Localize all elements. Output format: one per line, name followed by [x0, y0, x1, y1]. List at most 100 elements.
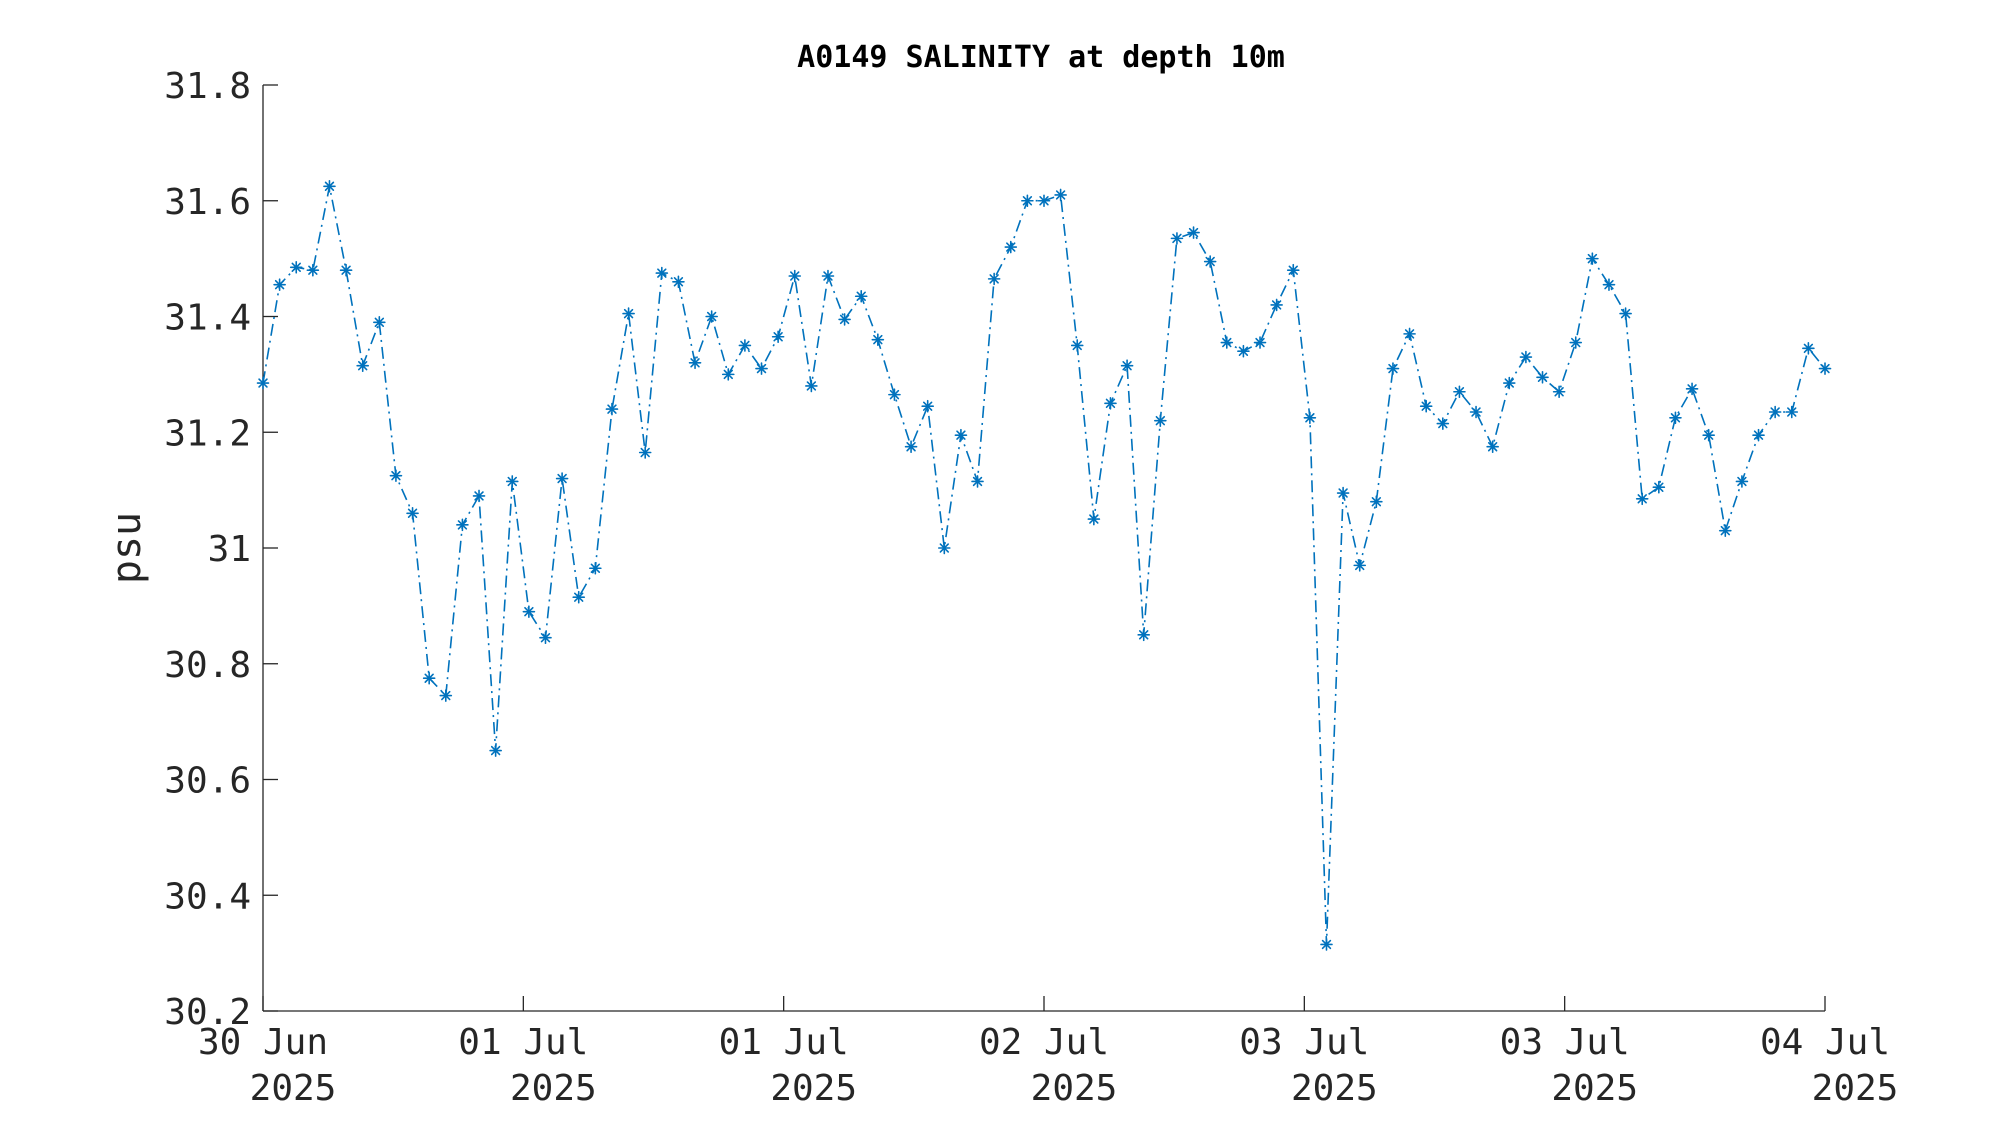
data-point-marker: [805, 379, 818, 393]
data-point-marker: [539, 631, 552, 645]
data-point-marker: [406, 506, 419, 520]
data-point-marker: [489, 744, 502, 757]
data-point-marker: [705, 310, 718, 323]
data-point-marker: [273, 278, 286, 291]
data-point-marker: [1486, 440, 1499, 454]
data-point-marker: [1453, 385, 1466, 399]
data-point-marker: [1270, 298, 1283, 312]
x-tick-day-label: 01 Jul: [719, 1022, 849, 1063]
data-point-marker: [1054, 188, 1067, 202]
data-point-marker: [688, 356, 702, 370]
data-point-marker: [373, 315, 386, 329]
data-point-marker: [306, 263, 320, 277]
data-point-marker: [1669, 411, 1682, 425]
data-point-marker: [1702, 428, 1715, 442]
data-point-marker: [1502, 376, 1516, 390]
x-tick-day-label: 03 Jul: [1239, 1022, 1369, 1063]
data-point-marker: [1685, 382, 1699, 396]
data-point-marker: [1286, 263, 1300, 277]
y-tick-label: 30.2: [164, 992, 251, 1033]
data-point-marker: [1469, 405, 1483, 419]
x-tick-year-label: 2025: [1031, 1068, 1118, 1109]
data-point-marker: [1419, 399, 1433, 413]
data-point-marker: [1802, 342, 1815, 355]
data-point-marker: [1602, 278, 1616, 291]
plot-area: [256, 179, 1832, 951]
data-point-marker: [788, 269, 802, 283]
data-point-marker: [1752, 428, 1765, 442]
data-point-marker: [1353, 559, 1367, 572]
data-point-marker: [1336, 486, 1350, 500]
data-point-marker: [1220, 336, 1234, 349]
data-point-marker: [1303, 411, 1317, 425]
data-point-marker: [1536, 370, 1549, 384]
data-point-marker: [1619, 307, 1632, 320]
data-point-marker: [1735, 475, 1749, 488]
chart-title: A0149 SALINITY at depth 10m: [797, 40, 1285, 75]
data-point-marker: [1552, 385, 1566, 399]
x-tick-day-label: 02 Jul: [979, 1022, 1109, 1063]
data-point-marker: [1652, 480, 1666, 494]
axes: [262, 85, 1825, 1012]
data-point-marker: [888, 388, 901, 401]
data-point-marker: [522, 605, 536, 618]
data-point-marker: [987, 272, 1001, 286]
data-point-marker: [555, 472, 569, 485]
x-tick-day-label: 01 Jul: [458, 1022, 588, 1063]
y-ticks: 30.2 30.4 30.6 30.8 31 31.2 31.4 31.6 31.8: [164, 66, 278, 1033]
data-point-marker: [1785, 405, 1799, 419]
x-tick-year-label: 2025: [510, 1068, 597, 1109]
data-point-marker: [472, 489, 486, 503]
data-point-marker: [1386, 362, 1400, 375]
data-point-marker: [638, 446, 652, 459]
y-tick-label: 30.6: [164, 761, 251, 802]
data-point-marker: [1154, 414, 1167, 427]
data-point-marker: [1203, 255, 1217, 268]
data-point-marker: [1569, 336, 1583, 349]
data-point-marker: [422, 671, 436, 685]
data-point-marker: [289, 261, 303, 274]
data-point-marker: [771, 330, 785, 344]
data-point-marker: [456, 518, 469, 532]
y-tick-label: 31.4: [164, 298, 251, 339]
x-tick-day-label: 03 Jul: [1500, 1022, 1630, 1063]
data-point-marker: [721, 368, 735, 381]
data-point-marker: [589, 561, 602, 575]
data-point-marker: [871, 333, 885, 346]
data-point-marker: [1021, 194, 1034, 208]
data-point-marker: [1586, 252, 1599, 265]
data-point-marker: [1320, 938, 1333, 951]
data-point-marker: [1187, 226, 1200, 239]
data-point-marker: [256, 376, 270, 390]
data-point-marker: [904, 440, 918, 454]
x-tick-year-label: 2025: [1551, 1068, 1638, 1109]
data-point-marker: [1253, 336, 1267, 349]
data-point-marker: [838, 313, 851, 326]
data-point-marker: [1037, 194, 1051, 208]
data-point-marker: [1087, 512, 1101, 526]
data-point-marker: [439, 689, 453, 702]
data-point-marker: [672, 275, 685, 289]
data-point-marker: [1768, 405, 1782, 419]
data-point-marker: [738, 339, 752, 352]
x-tick-year-label: 2025: [1291, 1068, 1378, 1109]
x-tick-year-label: 2025: [250, 1068, 337, 1109]
x-tick-year-label: 2025: [770, 1068, 857, 1109]
y-tick-label: 31: [208, 529, 251, 570]
data-point-marker: [323, 179, 336, 193]
data-point-marker: [821, 269, 835, 283]
data-point-marker: [1170, 232, 1184, 245]
x-tick-day-label: 30 Jun: [198, 1022, 328, 1063]
data-point-marker: [921, 399, 934, 413]
x-tick-day-label: 04 Jul: [1760, 1022, 1890, 1063]
data-point-marker: [1635, 492, 1649, 506]
data-point-marker: [1137, 628, 1151, 642]
data-point-marker: [1818, 362, 1832, 375]
data-point-marker: [1237, 344, 1250, 358]
data-point-marker: [971, 475, 984, 488]
y-tick-label: 31.8: [164, 66, 251, 107]
series-line: [262, 186, 1826, 945]
data-point-marker: [854, 289, 868, 303]
data-point-marker: [1120, 359, 1134, 372]
